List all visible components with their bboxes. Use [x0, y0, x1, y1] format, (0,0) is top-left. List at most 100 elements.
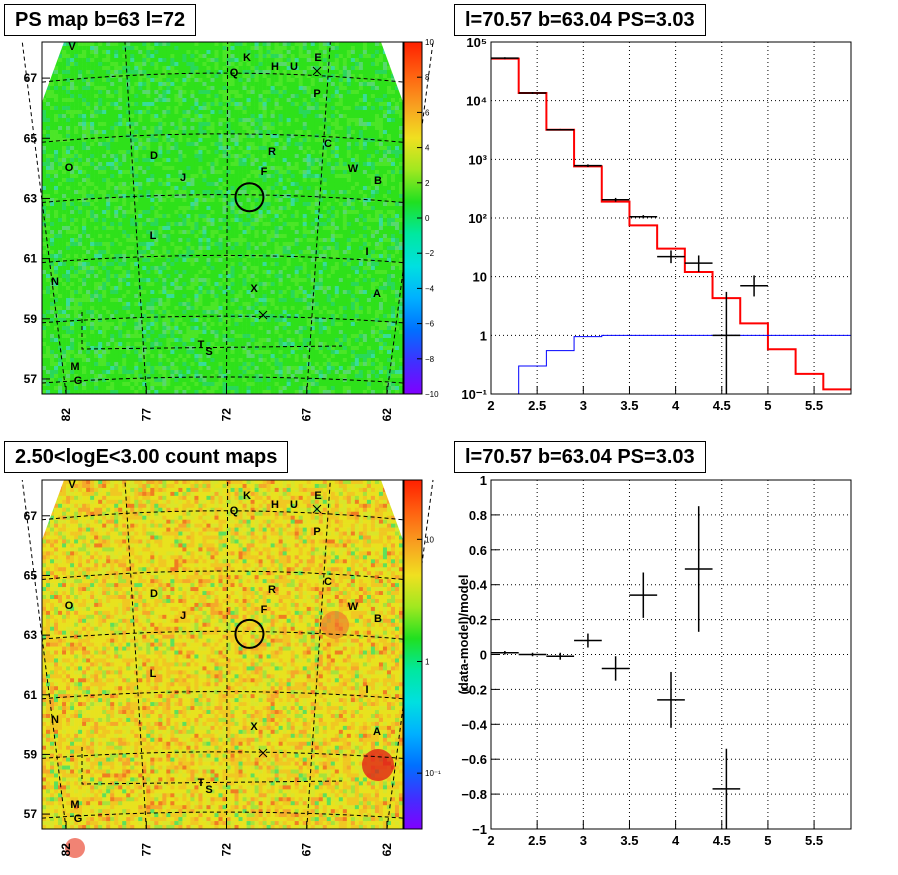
map_top-cell	[266, 246, 271, 251]
map_top-cell	[146, 298, 151, 303]
map_top-cell	[162, 106, 167, 111]
map_top-cell	[186, 78, 191, 83]
map_top-cell	[106, 390, 111, 395]
map_top-cell	[238, 202, 243, 207]
map_top-cell	[262, 218, 267, 223]
map_top-cell	[162, 214, 167, 219]
map_top-cell	[214, 142, 219, 147]
map_top-cell	[266, 174, 271, 179]
map_top-cell	[118, 182, 123, 187]
map_top-cell	[142, 246, 147, 251]
map_top-cell	[266, 298, 271, 303]
map_top-cell	[242, 74, 247, 79]
map_top-cell	[238, 354, 243, 359]
map_top-cell	[182, 62, 187, 67]
map_top-cell	[86, 350, 91, 355]
map_top-cell	[250, 78, 255, 83]
map_top-cell	[126, 206, 131, 211]
map_top-cell	[202, 366, 207, 371]
map_top-cell	[46, 342, 51, 347]
map_top-cell	[146, 286, 151, 291]
map_top-cell	[258, 154, 263, 159]
map_top-cell	[106, 54, 111, 59]
map_top-cell	[162, 390, 167, 395]
map_top-cell	[218, 298, 223, 303]
map_top-cell	[126, 358, 131, 363]
map_top-cell	[150, 274, 155, 279]
map_top-cell	[150, 62, 155, 67]
map_top-cell	[234, 334, 239, 339]
map_top-cell	[82, 190, 87, 195]
map_top-cell	[106, 166, 111, 171]
map_top-cell	[254, 46, 259, 51]
map_top-cell	[182, 322, 187, 327]
map_top-cell	[162, 162, 167, 167]
map_top-cell	[150, 306, 155, 311]
map_top-cell	[66, 258, 71, 263]
map_top-cell	[158, 150, 163, 155]
map_top-cell	[50, 322, 55, 327]
map_top-cell	[62, 254, 67, 259]
map_top-cell	[58, 334, 63, 339]
map_top-cell	[162, 326, 167, 331]
map_top-cell	[98, 258, 103, 263]
map_top-cell	[242, 226, 247, 231]
map_top-cell	[70, 102, 75, 107]
map_top-cell	[230, 202, 235, 207]
map_top-cell	[210, 198, 215, 203]
map_top-cell	[158, 326, 163, 331]
map_top-cell	[246, 178, 251, 183]
map_top-cell	[258, 226, 263, 231]
map_top-cell	[226, 278, 231, 283]
map_top-cell	[122, 250, 127, 255]
map_top-cell	[202, 286, 207, 291]
map_top-cell	[82, 46, 87, 51]
map_top-cell	[182, 166, 187, 171]
map_top-cell	[86, 382, 91, 387]
map_top-cell	[114, 106, 119, 111]
map_top-cell	[202, 234, 207, 239]
map_top-cell	[194, 230, 199, 235]
map_top-cell	[54, 294, 59, 299]
map_top-cell	[46, 294, 51, 299]
map_top-cell	[126, 274, 131, 279]
map_top-cell	[246, 162, 251, 167]
map_top-cell	[222, 110, 227, 115]
map_top-cell	[222, 270, 227, 275]
map_top-cell	[146, 126, 151, 131]
map_top-cell	[110, 214, 115, 219]
map_top-cell	[118, 214, 123, 219]
map_top-cell	[202, 146, 207, 151]
map_top-cell	[246, 286, 251, 291]
map_top-cell	[246, 274, 251, 279]
map_top-cell	[186, 278, 191, 283]
map_top-cell	[94, 246, 99, 251]
map_top-cell	[190, 378, 195, 383]
map_top-cell	[226, 94, 231, 99]
map_top-cell	[94, 294, 99, 299]
map_top-cell	[54, 186, 59, 191]
map_top-cell	[62, 294, 67, 299]
map_top-cell	[226, 246, 231, 251]
map_top-cell	[42, 102, 47, 107]
map_top-cell	[70, 350, 75, 355]
map_top-cell	[158, 310, 163, 315]
map_top-cell	[234, 42, 239, 47]
map_top-cell	[122, 110, 127, 115]
map_top-cell	[266, 162, 271, 167]
map_top-cell	[66, 178, 71, 183]
map_top-cell	[94, 190, 99, 195]
map_top-cell	[190, 238, 195, 243]
map_top-cell	[54, 142, 59, 147]
map_top-cell	[222, 146, 227, 151]
map_top-cell	[202, 66, 207, 71]
map_top-cell	[94, 366, 99, 371]
map_top-cell	[146, 70, 151, 75]
map_top-cell	[206, 194, 211, 199]
map_top-cell	[78, 214, 83, 219]
map_top-cell	[126, 162, 131, 167]
map_top-cell	[70, 146, 75, 151]
map_top-cell	[42, 142, 47, 147]
map_top-cell	[54, 174, 59, 179]
